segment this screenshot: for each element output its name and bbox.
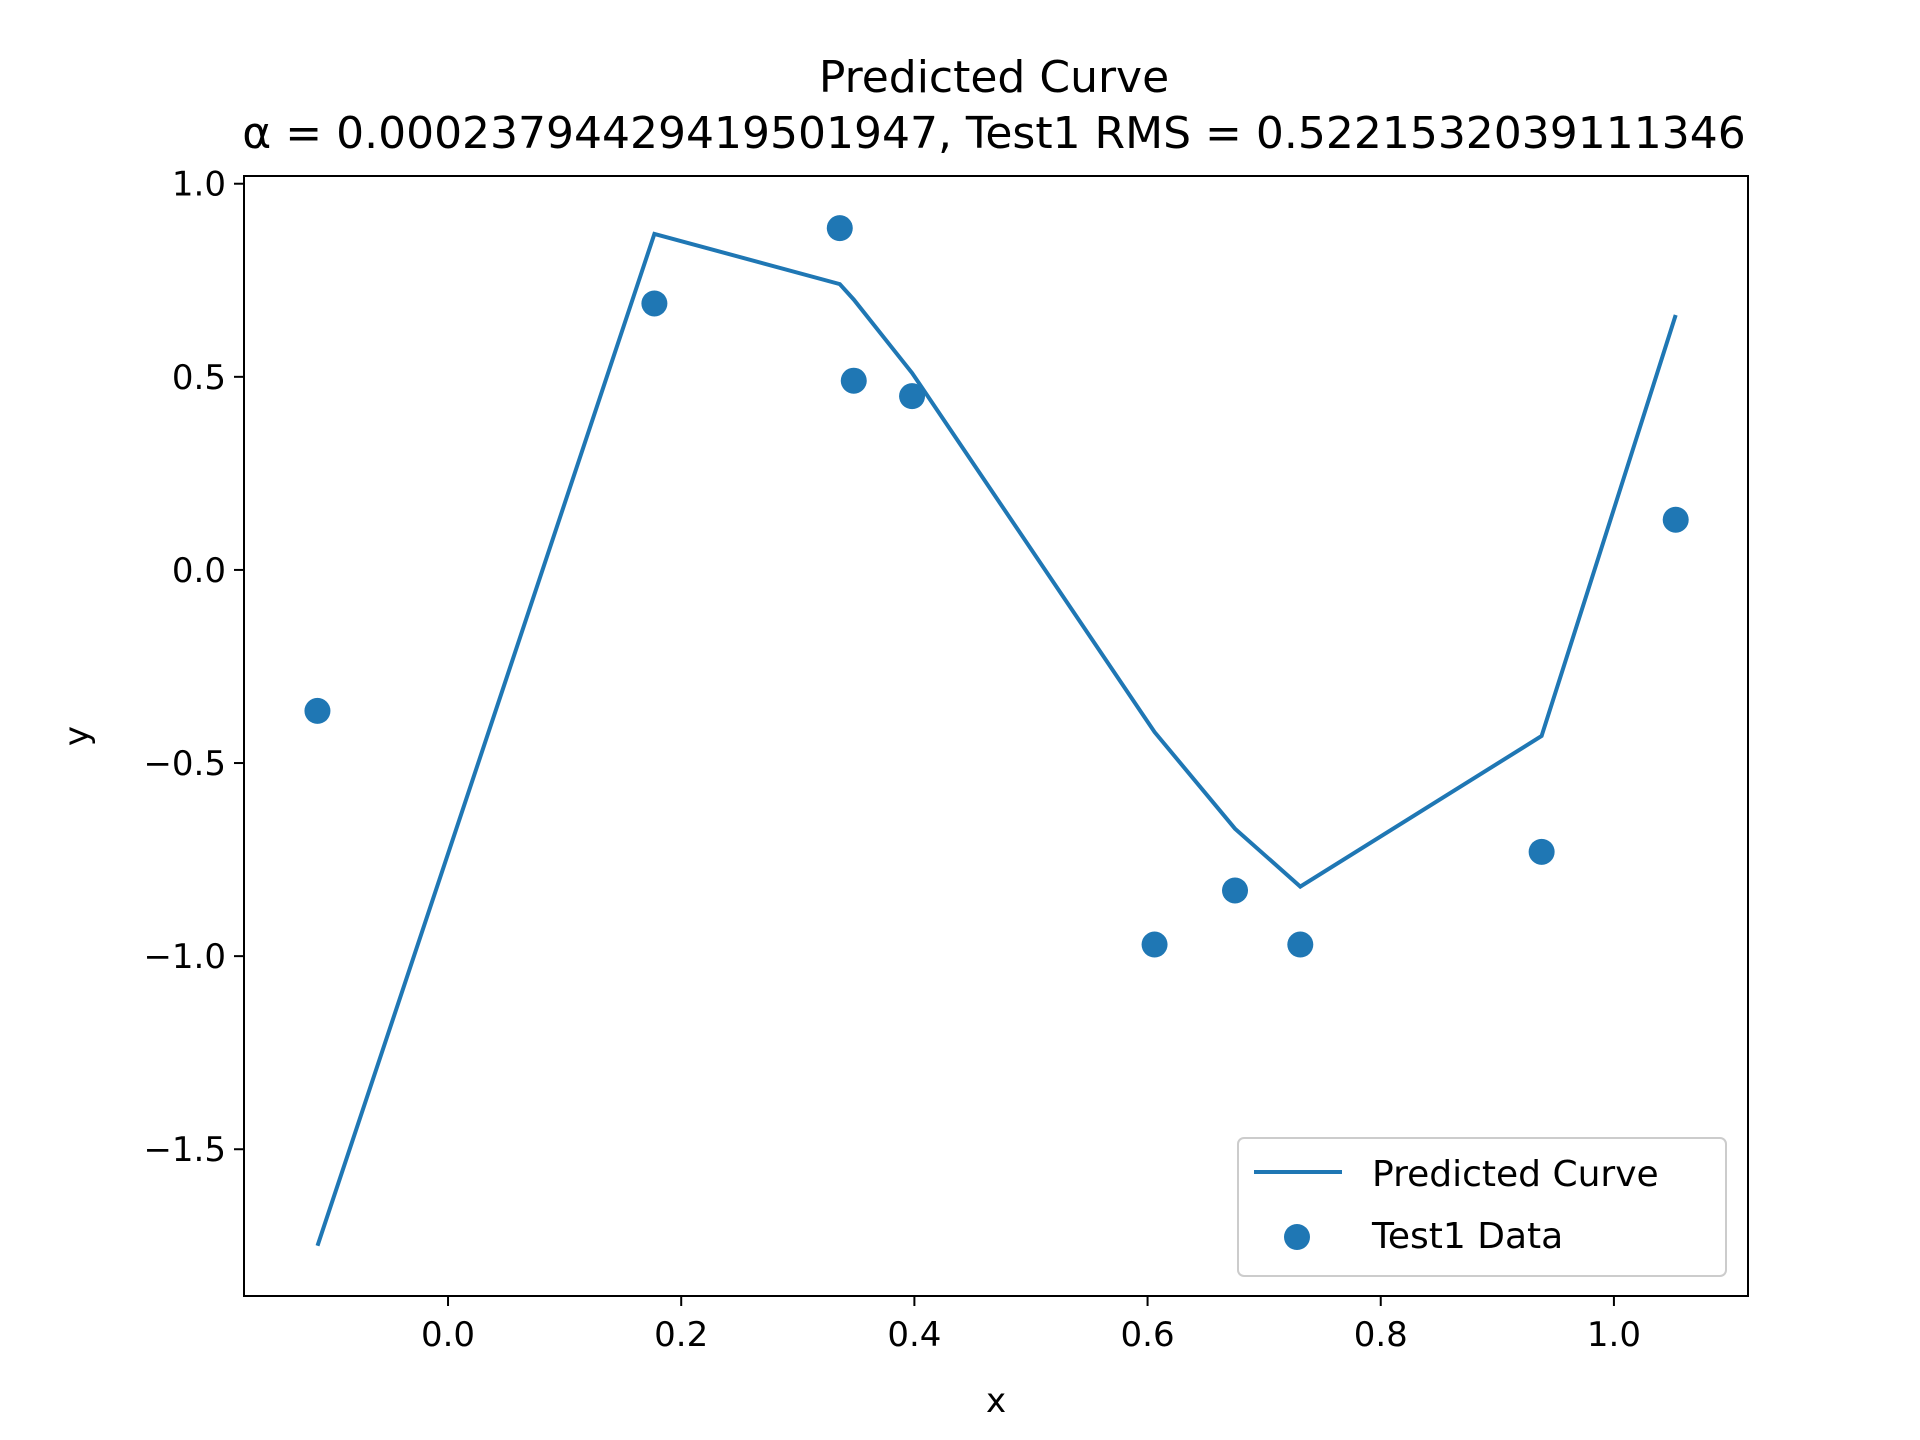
test1-data-point [304,697,331,724]
test1-data-point [826,215,853,242]
test1-data-point [1141,931,1168,958]
x-tick-label: 0.4 [887,1315,941,1355]
x-tick-label: 0.6 [1121,1315,1175,1355]
legend-box [1237,1137,1727,1277]
y-axis: 1.0 0.5 0.0 −0.5 −1.0 −1.5 [143,165,244,1170]
y-tick-label: −1.5 [143,1130,226,1170]
test1-data-point [1528,838,1555,865]
legend-label-test1-data: Test1 Data [1371,1216,1563,1257]
x-tick-label: 0.2 [654,1315,708,1355]
test1-data-point [1287,931,1314,958]
y-tick-label: −1.0 [143,937,226,977]
legend-label-predicted-curve: Predicted Curve [1372,1154,1659,1195]
test1-data-point [1222,877,1249,904]
legend-marker-swatch [1284,1224,1310,1250]
x-axis-label: x [986,1381,1006,1421]
chart-subtitle: α = 0.00023794429419501947, Test1 RMS = … [242,108,1746,159]
y-axis-label: y [57,726,97,746]
x-axis: 0.0 0.2 0.4 0.6 0.8 1.0 [421,1296,1641,1355]
test1-data-point [1662,506,1689,533]
x-tick-label: 1.0 [1587,1315,1641,1355]
y-tick-label: −0.5 [143,744,226,784]
test1-data-point [899,383,926,410]
legend: Predicted Curve Test1 Data [1237,1137,1727,1277]
chart-title: Predicted Curve [819,52,1169,103]
y-tick-label: 0.5 [172,358,226,398]
test1-data-point [641,290,668,317]
x-tick-label: 0.8 [1354,1315,1408,1355]
y-tick-label: 0.0 [172,551,226,591]
plot-area [304,215,1689,1247]
y-tick-label: 1.0 [172,165,226,205]
x-tick-label: 0.0 [421,1315,475,1355]
predicted-curve-line [315,231,1678,1247]
test1-data-point [840,367,867,394]
axes-frame [243,175,1749,1297]
